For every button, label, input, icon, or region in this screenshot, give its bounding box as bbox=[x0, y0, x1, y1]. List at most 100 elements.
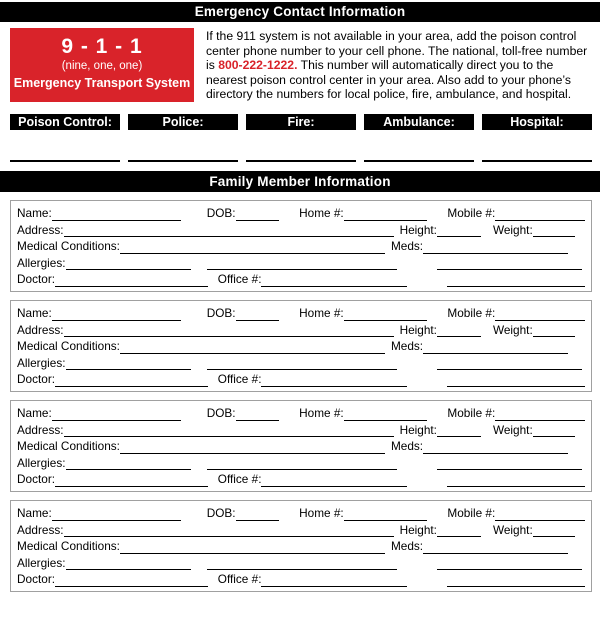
input-dob[interactable] bbox=[235, 219, 280, 221]
input-medical-conditions[interactable] bbox=[119, 552, 385, 554]
input-doctor[interactable] bbox=[55, 285, 208, 287]
input-height[interactable] bbox=[436, 536, 481, 537]
input-allergies[interactable] bbox=[65, 569, 191, 570]
input-weight[interactable] bbox=[532, 436, 575, 437]
input-allergies[interactable] bbox=[65, 469, 191, 470]
label-address: Address: bbox=[17, 422, 64, 437]
label-mobile-number: Mobile #: bbox=[447, 206, 496, 220]
label-weight: Weight: bbox=[492, 222, 533, 237]
input-office-continued[interactable] bbox=[446, 485, 585, 487]
input-meds-continued[interactable] bbox=[436, 369, 582, 370]
label-office-number: Office #: bbox=[217, 272, 262, 286]
label-dob: DOB: bbox=[206, 406, 236, 420]
input-office-number[interactable] bbox=[261, 285, 407, 287]
input-meds-continued[interactable] bbox=[436, 269, 582, 270]
note-part-2: This number will automatically direct yo… bbox=[206, 58, 572, 102]
input-dob[interactable] bbox=[235, 419, 280, 421]
input-weight[interactable] bbox=[532, 536, 575, 537]
input-home-number[interactable] bbox=[343, 519, 428, 521]
input-dob[interactable] bbox=[235, 319, 280, 321]
input-medical-conditions[interactable] bbox=[119, 452, 385, 454]
input-office-number[interactable] bbox=[261, 485, 407, 487]
label-weight: Weight: bbox=[492, 322, 533, 337]
card-row-allergies: Allergies: bbox=[17, 556, 585, 573]
input-office-continued[interactable] bbox=[446, 385, 585, 387]
input-medical-conditions[interactable] bbox=[119, 352, 385, 354]
input-meds[interactable] bbox=[423, 552, 569, 554]
input-height[interactable] bbox=[436, 236, 481, 237]
input-allergies-continued[interactable] bbox=[206, 469, 397, 470]
family-member-section-header: Family Member Information bbox=[0, 171, 600, 192]
input-mobile-number[interactable] bbox=[495, 419, 585, 421]
family-member-card-3: Name: DOB: Home #: Mobile #: Address: He… bbox=[10, 400, 592, 492]
family-member-card-1: Name: DOB: Home #: Mobile #: Address: He… bbox=[10, 200, 592, 292]
contact-label-poison-control: Poison Control: bbox=[10, 114, 120, 130]
input-weight[interactable] bbox=[532, 236, 575, 237]
input-mobile-number[interactable] bbox=[495, 519, 585, 521]
input-weight[interactable] bbox=[532, 336, 575, 337]
input-allergies-continued[interactable] bbox=[206, 569, 397, 570]
label-office-number: Office #: bbox=[217, 572, 262, 586]
input-name[interactable] bbox=[51, 319, 181, 321]
input-doctor[interactable] bbox=[55, 485, 208, 487]
card-row-allergies: Allergies: bbox=[17, 356, 585, 373]
input-name[interactable] bbox=[51, 519, 181, 521]
input-allergies[interactable] bbox=[65, 369, 191, 370]
input-height[interactable] bbox=[436, 336, 481, 337]
contact-label-ambulance: Ambulance: bbox=[364, 114, 474, 130]
card-row-name: Name: DOB: Home #: Mobile #: bbox=[17, 306, 585, 323]
input-allergies-continued[interactable] bbox=[206, 369, 397, 370]
input-home-number[interactable] bbox=[343, 419, 428, 421]
emergency-contact-fields: Poison Control: Police: Fire: Ambulance:… bbox=[0, 114, 600, 162]
label-medical-conditions: Medical Conditions: bbox=[17, 239, 120, 253]
contact-input-police[interactable] bbox=[128, 130, 238, 162]
input-name[interactable] bbox=[51, 419, 181, 421]
input-mobile-number[interactable] bbox=[495, 319, 585, 321]
label-allergies: Allergies: bbox=[17, 355, 66, 370]
label-medical-conditions: Medical Conditions: bbox=[17, 339, 120, 353]
contact-input-ambulance[interactable] bbox=[364, 130, 474, 162]
input-office-continued[interactable] bbox=[446, 285, 585, 287]
input-office-continued[interactable] bbox=[446, 585, 585, 587]
label-meds: Meds: bbox=[390, 439, 424, 453]
input-name[interactable] bbox=[51, 219, 181, 221]
emergency-top-block: 9 - 1 - 1 (nine, one, one) Emergency Tra… bbox=[0, 22, 600, 102]
input-doctor[interactable] bbox=[55, 585, 208, 587]
input-dob[interactable] bbox=[235, 519, 280, 521]
input-meds[interactable] bbox=[423, 452, 569, 454]
contact-label-fire: Fire: bbox=[246, 114, 356, 130]
input-home-number[interactable] bbox=[343, 219, 428, 221]
label-allergies: Allergies: bbox=[17, 455, 66, 470]
input-home-number[interactable] bbox=[343, 319, 428, 321]
input-meds-continued[interactable] bbox=[436, 569, 582, 570]
card-row-name: Name: DOB: Home #: Mobile #: bbox=[17, 506, 585, 523]
input-allergies-continued[interactable] bbox=[206, 269, 397, 270]
label-dob: DOB: bbox=[206, 306, 236, 320]
input-meds[interactable] bbox=[423, 252, 569, 254]
input-allergies[interactable] bbox=[65, 269, 191, 270]
input-meds[interactable] bbox=[423, 352, 569, 354]
contact-input-poison-control[interactable] bbox=[10, 130, 120, 162]
input-address[interactable] bbox=[63, 436, 394, 437]
card-row-address: Address: Height: Weight: bbox=[17, 323, 585, 340]
input-mobile-number[interactable] bbox=[495, 219, 585, 221]
input-office-number[interactable] bbox=[261, 385, 407, 387]
label-doctor: Doctor: bbox=[17, 272, 56, 286]
contact-label-police: Police: bbox=[128, 114, 238, 130]
input-meds-continued[interactable] bbox=[436, 469, 582, 470]
input-address[interactable] bbox=[63, 536, 394, 537]
input-height[interactable] bbox=[436, 436, 481, 437]
input-address[interactable] bbox=[63, 236, 394, 237]
input-address[interactable] bbox=[63, 336, 394, 337]
card-row-allergies: Allergies: bbox=[17, 256, 585, 273]
contact-field-poison-control: Poison Control: bbox=[10, 114, 120, 162]
contact-input-fire[interactable] bbox=[246, 130, 356, 162]
label-mobile-number: Mobile #: bbox=[447, 406, 496, 420]
label-height: Height: bbox=[399, 522, 437, 537]
label-weight: Weight: bbox=[492, 422, 533, 437]
input-doctor[interactable] bbox=[55, 385, 208, 387]
input-medical-conditions[interactable] bbox=[119, 252, 385, 254]
card-row-medical-conditions: Medical Conditions: Meds: bbox=[17, 239, 585, 256]
contact-input-hospital[interactable] bbox=[482, 130, 592, 162]
input-office-number[interactable] bbox=[261, 585, 407, 587]
